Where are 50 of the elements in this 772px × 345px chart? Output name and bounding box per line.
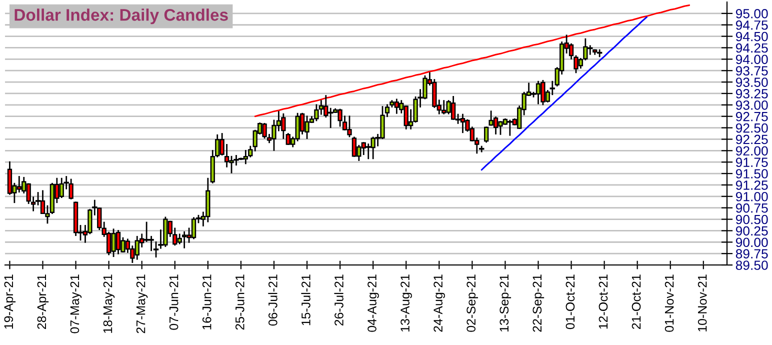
- y-tick-label: 95.00: [736, 9, 768, 18]
- y-tick-label: 90.00: [736, 238, 768, 248]
- x-tick-label: 07-Jun-21: [169, 274, 178, 330]
- x-tick-label: 01-Nov-21: [664, 274, 674, 332]
- y-tick-label: 93.25: [736, 89, 768, 98]
- x-tick-label: 27-May-21: [136, 274, 148, 334]
- x-tick-label: 21-Oct-21: [632, 274, 641, 329]
- y-tick-label: 94.75: [736, 20, 768, 30]
- x-tick-label: 06-Jul-21: [268, 274, 278, 326]
- y-tick-label: 89.50: [736, 260, 768, 270]
- y-tick-label: 89.75: [736, 249, 768, 258]
- y-tick-label: 94.00: [736, 54, 768, 64]
- y-tick-label: 94.25: [736, 43, 768, 53]
- y-tick-label: 91.00: [736, 192, 768, 202]
- x-tick-label: 12-Oct-21: [598, 274, 608, 329]
- x-tick-label: 10-Nov-21: [698, 274, 707, 332]
- line-series: [480, 16, 648, 171]
- y-tick-label: 92.25: [736, 134, 768, 144]
- y-tick-label: 90.25: [736, 226, 768, 236]
- y-tick-label: 93.00: [736, 100, 768, 110]
- y-tick-label: 93.50: [736, 78, 768, 87]
- x-tick-label: 04-Aug-21: [368, 274, 379, 332]
- candlestick: [352, 136, 357, 157]
- x-tick-label: 18-May-21: [103, 274, 115, 333]
- x-tick-label: 22-Sep-21: [532, 274, 544, 332]
- x-tick-label: 15-Jul-21: [301, 274, 310, 326]
- y-tick-label: 92.75: [736, 112, 768, 122]
- x-tick-label: 13-Sep-21: [500, 274, 512, 332]
- y-tick-label: 94.50: [736, 32, 768, 42]
- x-tick-label: 24-Aug-21: [434, 274, 445, 332]
- x-tick-label: 02-Sep-21: [466, 274, 478, 332]
- y-tick-label: 93.75: [736, 66, 768, 76]
- y-tick-label: 91.75: [736, 158, 768, 167]
- x-tick-label: 01-Oct-21: [566, 274, 575, 330]
- x-tick-label: 07-May-21: [70, 274, 82, 334]
- y-tick-label: 91.25: [736, 180, 768, 190]
- x-tick-label: 26-Jul-21: [334, 274, 344, 326]
- candlestick: [484, 126, 489, 143]
- y-tick-label: 92.50: [736, 123, 768, 133]
- chart-title: Dollar Index: Daily Candles: [14, 8, 228, 24]
- x-tick-label: 16-Jun-21: [202, 274, 212, 330]
- x-tick-label: 28-Apr-21: [37, 274, 49, 329]
- x-tick-label: 25-Jun-21: [235, 274, 244, 330]
- x-tick-label: 13-Aug-21: [400, 274, 412, 332]
- y-tick-label: 90.50: [736, 214, 768, 224]
- y-tick-label: 92.00: [736, 146, 768, 156]
- y-tick-label: 91.50: [736, 169, 768, 178]
- y-tick-label: 90.75: [736, 203, 768, 213]
- x-tick-label: 19-Apr-21: [4, 274, 16, 329]
- line-series: [254, 4, 690, 118]
